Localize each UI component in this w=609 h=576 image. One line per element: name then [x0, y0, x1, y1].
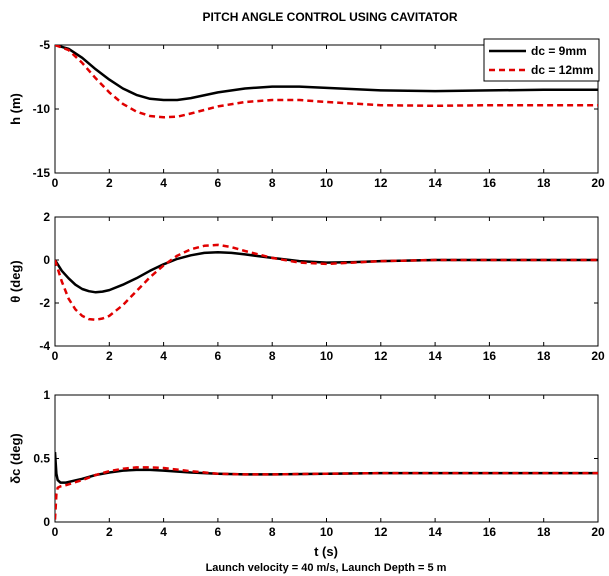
x-tick-label: 4 — [160, 525, 167, 539]
subplot-pitch-angle: 0 2 4 6 8 10 12 14 16 18 20 -4 -2 0 2 θ (deg) — [8, 210, 605, 363]
x-tick-label: 8 — [269, 525, 276, 539]
y-tick-label: 0 — [43, 253, 50, 267]
y-tick-label: 0 — [43, 515, 50, 529]
y-tick-label: 2 — [43, 210, 50, 224]
y-axis-label: δc (deg) — [8, 433, 23, 484]
x-tick-label: 4 — [160, 349, 167, 363]
y-axis-label: h (m) — [8, 93, 23, 125]
x-tick-label: 18 — [537, 349, 551, 363]
y-axis-label: θ (deg) — [8, 260, 23, 302]
x-tick-label: 6 — [215, 525, 222, 539]
x-tick-label: 20 — [591, 349, 605, 363]
figure-caption: Launch velocity = 40 m/s, Launch Depth =… — [206, 562, 447, 574]
legend-label-12mm: dc = 12mm — [531, 63, 593, 77]
plot-area — [55, 217, 598, 346]
x-tick-label: 4 — [160, 176, 167, 190]
plot-area — [55, 395, 598, 522]
y-tick-label: 1 — [43, 388, 50, 402]
x-tick-label: 2 — [106, 525, 113, 539]
y-tick-label: -5 — [39, 38, 50, 52]
x-tick-label: 6 — [215, 349, 222, 363]
x-tick-label: 14 — [428, 176, 442, 190]
x-tick-label: 2 — [106, 176, 113, 190]
x-tick-label: 10 — [320, 349, 334, 363]
y-tick-label: 0.5 — [33, 452, 50, 466]
x-tick-label: 0 — [52, 349, 59, 363]
x-tick-label: 14 — [428, 349, 442, 363]
y-tick-label: -15 — [33, 166, 51, 180]
x-tick-label: 6 — [215, 176, 222, 190]
x-tick-label: 8 — [269, 176, 276, 190]
x-tick-label: 20 — [591, 525, 605, 539]
x-tick-label: 20 — [591, 176, 605, 190]
x-tick-label: 0 — [52, 176, 59, 190]
legend-label-9mm: dc = 9mm — [531, 44, 587, 58]
x-tick-label: 0 — [52, 525, 59, 539]
x-tick-label: 16 — [483, 176, 497, 190]
x-tick-label: 12 — [374, 525, 388, 539]
x-tick-label: 2 — [106, 349, 113, 363]
x-tick-label: 10 — [320, 525, 334, 539]
x-tick-label: 12 — [374, 349, 388, 363]
x-tick-label: 14 — [428, 525, 442, 539]
subplot-cavitator-deflection: 0 2 4 6 8 10 12 14 16 18 20 0 0.5 1 δc (deg) — [8, 388, 605, 539]
legend: dc = 9mm dc = 12mm — [484, 39, 599, 81]
x-tick-label: 18 — [537, 525, 551, 539]
x-tick-label: 16 — [483, 525, 497, 539]
y-tick-label: -4 — [39, 339, 50, 353]
x-tick-label: 8 — [269, 349, 276, 363]
chart-title: PITCH ANGLE CONTROL USING CAVITATOR — [202, 10, 457, 24]
x-tick-label: 16 — [483, 349, 497, 363]
x-tick-label: 10 — [320, 176, 334, 190]
x-tick-label: 18 — [537, 176, 551, 190]
x-tick-label: 12 — [374, 176, 388, 190]
y-tick-label: -10 — [33, 102, 51, 116]
x-axis-label: t (s) — [314, 544, 338, 559]
y-tick-label: -2 — [39, 296, 50, 310]
